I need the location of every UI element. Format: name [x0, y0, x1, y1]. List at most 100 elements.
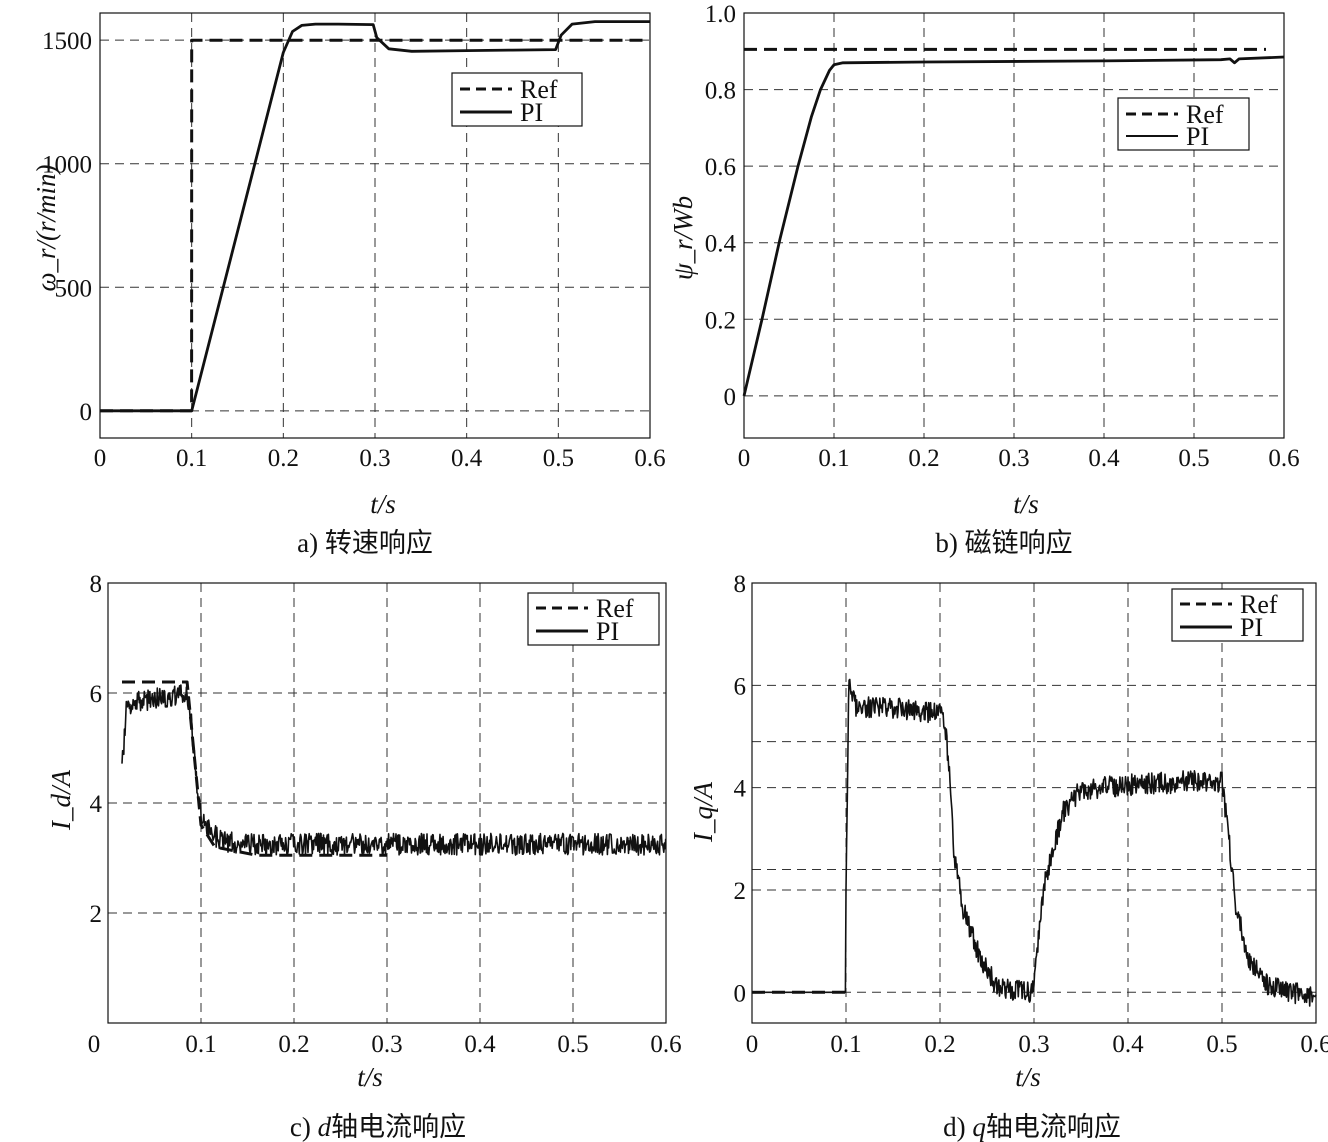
panel-b: ψ_r/Wb 0 0.2 0.4 0.6 0.8 1.0 0 0.1 0.2 0.3 0.4 0.5…: [668, 1, 1300, 558]
x-tick-label: 0.6: [634, 445, 665, 472]
y-tick-label: 4: [90, 791, 103, 818]
panel-b-x-gridlines: [833, 13, 1195, 438]
panel-c-plot-frame: [107, 582, 667, 1024]
panel-c-legend-pi-label: PI: [596, 617, 619, 646]
panel-a-plot-frame: [99, 12, 651, 439]
x-tick-label: 0.6: [650, 1031, 681, 1058]
y-tick-label: 2: [734, 878, 747, 905]
x-tick-label: 0: [746, 1031, 759, 1058]
panel-b-legend-box: [1117, 97, 1250, 151]
panel-a-series: [100, 20, 650, 413]
panel-a: ω_r/(r/min) 0 500 1000 1500 0 0.1 0.2 0.3 0.4 0.…: [31, 12, 666, 558]
panel-d-ylabel: I_q/A: [688, 782, 718, 843]
panel-b-legend-pi-label: PI: [1186, 122, 1209, 151]
panel-d-caption: d) q轴电流响应: [943, 1112, 1121, 1142]
y-tick-label: 1500: [42, 28, 92, 55]
panel-d-plot-frame: [751, 582, 1317, 1024]
panel-a-x-gridlines: [191, 13, 559, 438]
panel-b-x-ticks: 0 0.1 0.2 0.3 0.4 0.5 0.6: [738, 445, 1300, 472]
panel-c-caption: c) d轴电流响应: [290, 1112, 466, 1142]
series-line-ref: [122, 680, 387, 857]
panel-d-x-gridlines: [845, 583, 1223, 1023]
panel-a-x-ticks: 0 0.1 0.2 0.3 0.4 0.5 0.6: [94, 445, 666, 472]
x-tick-label: 0.4: [1112, 1031, 1144, 1058]
x-tick-label: 0.6: [1268, 445, 1299, 472]
panel-c-legend: Ref PI: [527, 592, 660, 646]
panel-a-y-ticks: 0 500 1000 1500: [42, 28, 92, 426]
x-tick-label: 0.5: [543, 445, 574, 472]
x-tick-label: 0: [94, 445, 107, 472]
y-tick-label: 500: [55, 275, 93, 302]
y-tick-label: 0: [80, 399, 93, 426]
y-tick-label: 8: [734, 571, 747, 598]
panel-b-y-ticks: 0 0.2 0.4 0.6 0.8 1.0: [705, 1, 737, 411]
y-tick-label: 0.6: [705, 154, 736, 181]
y-tick-label: 0.4: [705, 231, 737, 258]
x-tick-label: 0.6: [1300, 1031, 1328, 1058]
x-tick-label: 0.4: [451, 445, 483, 472]
panel-a-xlabel: t/s: [370, 489, 396, 519]
y-tick-label: 6: [90, 681, 103, 708]
panel-d-x-ticks: 0 0.1 0.2 0.3 0.4 0.5 0.6: [746, 1031, 1328, 1058]
panel-d-legend-pi-label: PI: [1240, 613, 1263, 642]
panel-c-x-gridlines: [200, 583, 574, 1023]
panel-d-xlabel: t/s: [1015, 1062, 1041, 1092]
x-tick-label: 0.4: [464, 1031, 496, 1058]
panel-b-xlabel: t/s: [1013, 489, 1039, 519]
panel-d-legend-box: [1171, 588, 1304, 642]
y-tick-label: 0.8: [705, 78, 736, 105]
panel-b-series: [742, 47, 1285, 397]
panel-b-legend-ref-label: Ref: [1186, 100, 1224, 129]
x-tick-label: 0.1: [818, 445, 849, 472]
panel-a-legend-pi-label: PI: [520, 98, 543, 127]
panel-a-ylabel: ω_r/(r/min): [31, 164, 61, 291]
x-tick-label: 0.3: [371, 1031, 402, 1058]
panel-c-y-ticks: 2 4 6 8: [90, 571, 103, 928]
panel-c-xlabel: t/s: [357, 1062, 383, 1092]
panel-d-legend: Ref PI: [1171, 588, 1304, 642]
series-line-pi: [742, 55, 1285, 397]
x-tick-label: 0.3: [1018, 1031, 1049, 1058]
y-tick-label: 1.0: [705, 1, 736, 28]
y-tick-label: 8: [90, 571, 103, 598]
y-tick-label: 4: [734, 776, 747, 803]
panel-d-series: [751, 678, 1317, 1007]
panel-c-legend-box: [527, 592, 660, 646]
x-tick-label: 0.3: [998, 445, 1029, 472]
x-tick-label: 0.1: [830, 1031, 861, 1058]
x-tick-label: 0.1: [185, 1031, 216, 1058]
x-tick-label: 0.2: [278, 1031, 309, 1058]
y-tick-label: 0.2: [705, 307, 736, 334]
series-line-pi: [121, 684, 667, 856]
panel-a-legend-box: [451, 72, 583, 127]
x-tick-label: 0: [738, 445, 751, 472]
x-tick-label: 0: [88, 1031, 101, 1058]
panel-a-legend-ref-label: Ref: [520, 75, 558, 104]
panel-c-ylabel: I_d/A: [46, 770, 76, 831]
panel-d: I_q/A 0 2 4 6 8 0 0.1 0.2 0.3 0.4 0.5 0.6 Ref PI t…: [688, 571, 1328, 1142]
x-tick-label: 0.2: [924, 1031, 955, 1058]
panel-c: I_d/A 2 4 6 8 0 0.1 0.2 0.3 0.4 0.5 0.6 Ref PI t/…: [46, 571, 682, 1142]
series-line-pi: [751, 678, 1317, 1007]
panel-b-ylabel: ψ_r/Wb: [668, 196, 698, 280]
y-tick-label: 0: [734, 980, 747, 1007]
x-tick-label: 0.2: [268, 445, 299, 472]
x-tick-label: 0.1: [176, 445, 207, 472]
y-tick-label: 2: [90, 901, 103, 928]
panel-b-plot-frame: [743, 12, 1285, 439]
panel-b-legend: Ref PI: [1117, 97, 1250, 151]
panel-d-y-ticks: 0 2 4 6 8: [734, 571, 747, 1007]
panel-c-series: [121, 680, 667, 857]
x-tick-label: 0.4: [1088, 445, 1120, 472]
x-tick-label: 0.5: [1206, 1031, 1237, 1058]
y-tick-label: 1000: [42, 152, 92, 179]
panel-a-caption: a) 转速响应: [297, 528, 433, 558]
series-line-pi: [100, 20, 650, 413]
y-tick-label: 0: [724, 384, 737, 411]
panel-c-legend-ref-label: Ref: [596, 594, 634, 623]
panel-c-x-ticks: 0 0.1 0.2 0.3 0.4 0.5 0.6: [88, 1031, 682, 1058]
x-tick-label: 0.5: [557, 1031, 588, 1058]
panel-d-legend-ref-label: Ref: [1240, 590, 1278, 619]
x-tick-label: 0.3: [359, 445, 390, 472]
